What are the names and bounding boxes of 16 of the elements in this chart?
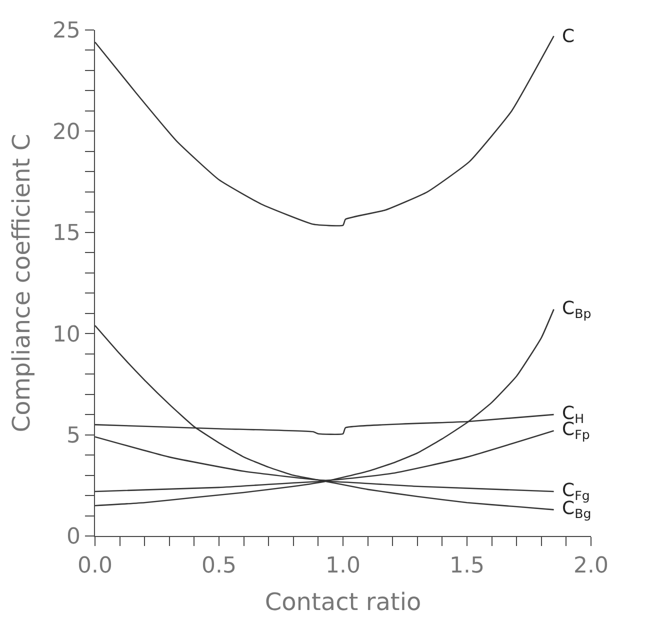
- x-tick-label: 1.0: [326, 554, 360, 579]
- y-tick-label: 25: [52, 18, 80, 44]
- x-tick-label: 0.5: [202, 554, 236, 579]
- y-tick-label: 15: [52, 221, 80, 246]
- line-series: [95, 35, 554, 226]
- y-tick-label: 5: [66, 424, 80, 448]
- series-label: C$_{Bp}$: [562, 298, 592, 321]
- x-axis-title: Contact ratio: [264, 588, 422, 616]
- y-tick-label: 10: [52, 322, 80, 348]
- y-tick-label: 20: [52, 120, 80, 145]
- x-tick-label: 0.0: [78, 554, 112, 579]
- y-tick-label: 0: [66, 524, 80, 550]
- y-axis-title: Compliance coefficient C: [8, 134, 36, 432]
- x-tick-label: 2.0: [574, 554, 608, 579]
- x-tick-label: 1.5: [450, 554, 484, 579]
- series-label: C: [562, 26, 575, 47]
